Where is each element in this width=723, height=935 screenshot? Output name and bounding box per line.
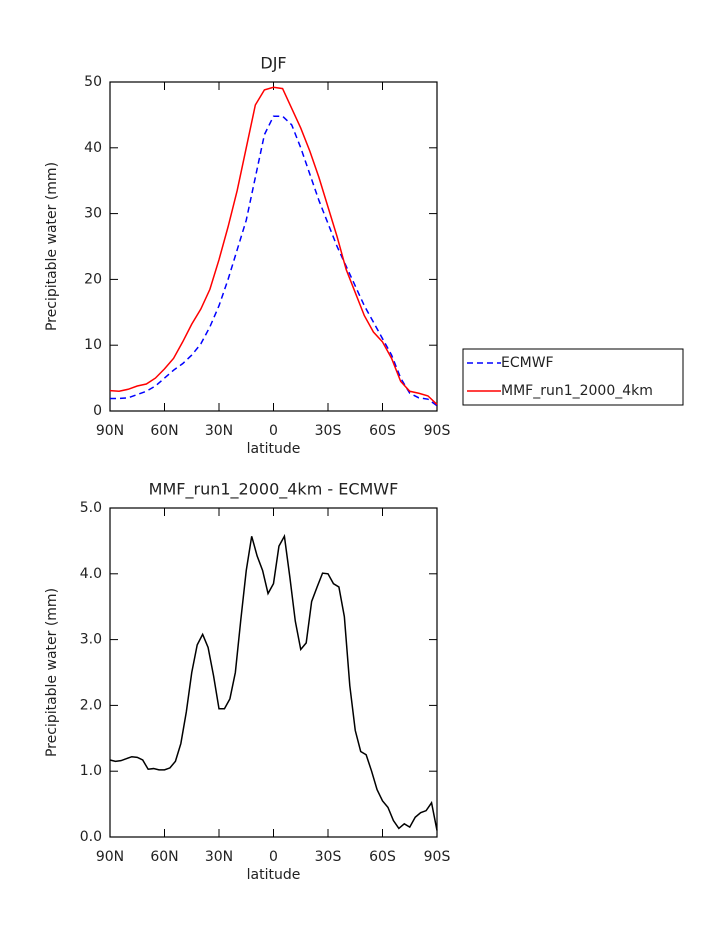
y-axis-label: Precipitable water (mm)	[44, 588, 60, 757]
x-tick-label: 30N	[205, 849, 233, 865]
y-tick-label: 0	[93, 403, 102, 419]
x-tick-label: 30S	[315, 423, 342, 439]
y-tick-label: 4.0	[80, 566, 102, 582]
x-tick-label: 90N	[96, 849, 124, 865]
y-tick-label: 20	[84, 271, 102, 287]
x-tick-label: 60S	[369, 849, 396, 865]
legend-label: MMF_run1_2000_4km	[501, 383, 653, 399]
x-tick-label: 90S	[424, 423, 451, 439]
y-tick-label: 30	[84, 206, 102, 222]
x-axis-label: latitude	[247, 867, 301, 883]
y-tick-label: 3.0	[80, 632, 102, 648]
y-tick-label: 5.0	[80, 500, 102, 516]
x-tick-label: 90N	[96, 423, 124, 439]
x-tick-label: 60N	[150, 849, 178, 865]
x-tick-label: 60N	[150, 423, 178, 439]
chart-title: DJF	[260, 54, 286, 73]
y-tick-label: 1.0	[80, 763, 102, 779]
x-tick-label: 60S	[369, 423, 396, 439]
chart-title: MMF_run1_2000_4km - ECMWF	[149, 480, 399, 500]
y-tick-label: 50	[84, 74, 102, 90]
data-line	[109, 533, 438, 831]
data-line	[109, 86, 438, 405]
x-tick-label: 30N	[205, 423, 233, 439]
y-tick-label: 0.0	[80, 829, 102, 845]
x-tick-label: 90S	[424, 849, 451, 865]
y-tick-label: 2.0	[80, 697, 102, 713]
y-tick-label: 40	[84, 140, 102, 156]
y-axis-label: Precipitable water (mm)	[44, 162, 60, 331]
legend-label: ECMWF	[501, 355, 554, 371]
plot-frame	[109, 81, 438, 412]
x-tick-label: 0	[269, 849, 278, 865]
x-axis-label: latitude	[247, 441, 301, 457]
x-tick-label: 0	[269, 423, 278, 439]
legend-box	[462, 348, 684, 406]
x-tick-label: 30S	[315, 849, 342, 865]
data-line	[110, 115, 438, 407]
plot-frame	[109, 507, 438, 838]
y-tick-label: 10	[84, 337, 102, 353]
